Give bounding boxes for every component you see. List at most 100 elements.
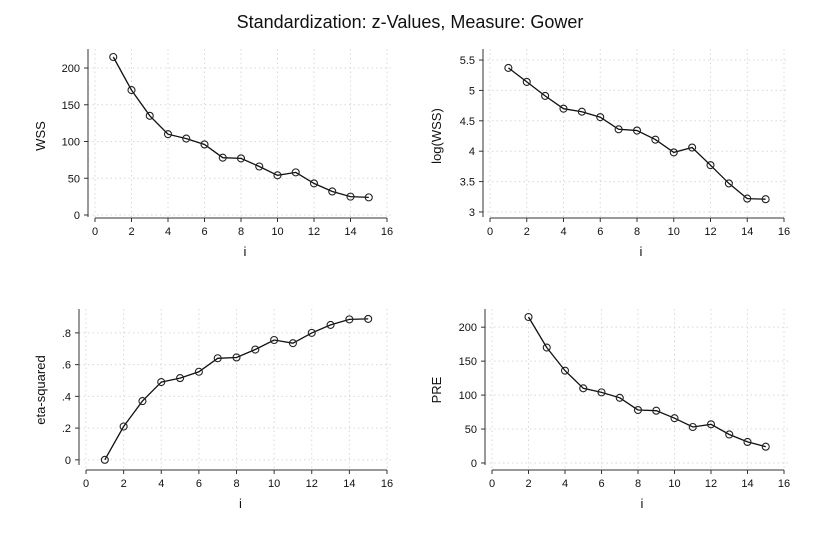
x-tick-label: 2 xyxy=(128,226,134,238)
series-line-1 xyxy=(508,67,766,200)
y-tick-label: .6 xyxy=(62,360,71,372)
x-tick-label: 2 xyxy=(524,226,530,238)
data-point xyxy=(725,430,734,439)
y-axis-title: log(WSS) xyxy=(429,108,444,164)
data-point xyxy=(309,179,319,188)
series-line-1 xyxy=(527,316,766,448)
data-point xyxy=(579,384,588,393)
x-tick-label: 14 xyxy=(741,226,753,238)
data-point xyxy=(273,171,282,180)
x-tick-label: 8 xyxy=(634,226,640,238)
y-tick-label: 0 xyxy=(74,210,80,222)
data-point xyxy=(127,86,136,95)
x-tick-label: 16 xyxy=(381,226,393,238)
data-point xyxy=(364,314,373,323)
data-point xyxy=(504,63,513,72)
x-tick-label: 4 xyxy=(158,478,164,490)
data-point xyxy=(145,111,154,120)
y-tick-label: .8 xyxy=(62,328,71,340)
data-point xyxy=(288,339,297,348)
y-tick-label: 3.5 xyxy=(460,177,475,189)
data-point xyxy=(706,420,716,429)
data-point xyxy=(213,354,222,363)
y-tick-label: 100 xyxy=(62,137,80,149)
y-tick-label: .4 xyxy=(62,391,71,403)
data-point xyxy=(577,107,586,116)
data-point xyxy=(761,442,770,451)
x-tick-label: 10 xyxy=(668,226,680,238)
data-point xyxy=(706,161,715,170)
x-tick-label: 6 xyxy=(597,226,603,238)
data-point xyxy=(632,126,642,135)
data-point xyxy=(633,405,643,415)
x-axis-title: i xyxy=(239,496,242,511)
data-point xyxy=(119,422,128,431)
data-point xyxy=(651,135,660,144)
y-tick-label: 200 xyxy=(62,63,80,75)
y-tick-label: 200 xyxy=(459,322,477,334)
data-point xyxy=(157,378,166,387)
chart-panel-1: 0 2 4 6 8 10 12 14 16 0 50 100 150 200 i WSS xyxy=(33,49,393,259)
x-tick-label: 4 xyxy=(560,226,566,238)
x-tick-label: 16 xyxy=(778,478,790,490)
x-tick-label: 4 xyxy=(562,478,568,490)
data-point xyxy=(138,397,147,406)
data-point xyxy=(761,195,770,204)
x-tick-label: 2 xyxy=(525,478,531,490)
data-point xyxy=(346,192,355,201)
y-tick-label: 150 xyxy=(459,356,477,368)
data-point xyxy=(176,374,185,383)
data-point xyxy=(670,414,679,423)
y-tick-label: .2 xyxy=(62,423,71,435)
data-point xyxy=(688,422,697,432)
y-axis-title: eta-squared xyxy=(33,355,48,424)
y-axis-title: PRE xyxy=(429,376,444,403)
series-line-1 xyxy=(112,56,369,199)
data-point xyxy=(542,343,551,352)
data-point xyxy=(326,320,335,329)
x-tick-label: 6 xyxy=(196,478,202,490)
x-tick-label: 12 xyxy=(308,226,320,238)
y-tick-label: 0 xyxy=(471,458,477,470)
data-point xyxy=(522,77,531,86)
x-tick-label: 4 xyxy=(165,226,171,238)
data-point xyxy=(688,143,697,152)
data-point xyxy=(194,367,203,376)
x-tick-label: 0 xyxy=(487,226,493,238)
data-point xyxy=(541,91,550,100)
chart-panel-3: 0 2 4 6 8 10 12 14 16 0 .2 .4 .6 .8 i eta-squared xyxy=(33,309,393,511)
x-tick-label: 2 xyxy=(121,478,127,490)
data-point xyxy=(182,134,191,143)
x-tick-label: 14 xyxy=(344,226,356,238)
data-point xyxy=(524,312,533,322)
data-point xyxy=(669,148,678,157)
y-tick-label: 3 xyxy=(469,207,475,219)
data-point xyxy=(652,406,661,415)
x-tick-label: 10 xyxy=(271,226,283,238)
x-axis-title: i xyxy=(640,244,643,259)
y-tick-label: 50 xyxy=(68,173,80,185)
data-point xyxy=(251,345,260,354)
y-tick-label: 0 xyxy=(65,455,71,467)
x-tick-label: 10 xyxy=(268,478,280,490)
data-point xyxy=(743,437,752,446)
figure-title: Standardization: z-Values, Measure: Gowe… xyxy=(236,12,584,32)
data-point xyxy=(345,315,354,324)
x-tick-label: 0 xyxy=(83,478,89,490)
chart-panel-4: 0 2 4 6 8 10 12 14 16 0 50 100 150 200 i PRE xyxy=(429,309,790,511)
data-point xyxy=(255,162,264,171)
y-tick-label: 5 xyxy=(469,85,475,97)
x-tick-label: 14 xyxy=(343,478,355,490)
x-tick-label: 10 xyxy=(668,478,680,490)
data-point xyxy=(232,353,241,362)
y-tick-label: 150 xyxy=(62,100,80,112)
data-point xyxy=(200,140,209,149)
data-point xyxy=(328,187,337,196)
data-point xyxy=(597,388,606,397)
x-tick-label: 0 xyxy=(489,478,495,490)
y-axis-title: WSS xyxy=(33,121,48,151)
data-point xyxy=(236,154,246,163)
x-tick-label: 12 xyxy=(704,226,716,238)
data-point xyxy=(743,194,752,203)
